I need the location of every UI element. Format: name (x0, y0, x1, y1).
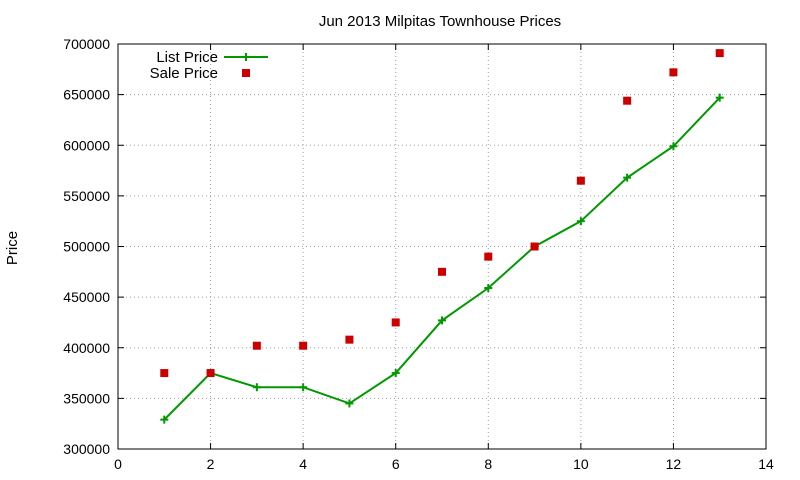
sale-price-point (391, 318, 400, 327)
sale-price-point (206, 369, 215, 378)
y-tick-label: 350000 (63, 390, 110, 406)
y-tick-label: 550000 (63, 188, 110, 204)
y-tick-label: 450000 (63, 289, 110, 305)
list-price-point (252, 383, 261, 392)
x-tick-label: 8 (484, 456, 492, 472)
sale-price-point (530, 242, 539, 251)
chart-title: Jun 2013 Milpitas Townhouse Prices (319, 13, 561, 30)
sale-price-point (484, 252, 493, 261)
list-price-point (669, 142, 678, 151)
list-price-point (160, 415, 169, 424)
legend-label-list-price: List Price (156, 49, 218, 66)
x-tick-label: 2 (207, 456, 215, 472)
list-price-point (484, 284, 493, 293)
series-layer (160, 49, 724, 424)
sale-price-point (160, 369, 169, 378)
legend-marker-sale-price (242, 69, 250, 77)
sale-price-point (715, 49, 724, 58)
y-tick-label: 500000 (63, 239, 110, 255)
y-tick-label: 400000 (63, 340, 110, 356)
y-tick-label: 650000 (63, 87, 110, 103)
sale-price-point (299, 341, 308, 350)
y-axis-label: Price (4, 231, 21, 265)
list-price-point (299, 383, 308, 392)
y-tick-label: 700000 (63, 36, 110, 52)
sale-price-point (576, 176, 585, 185)
grid (118, 44, 766, 449)
list-price-point (345, 399, 354, 408)
x-tick-label: 12 (666, 456, 682, 472)
legend-label-sale-price: Sale Price (150, 65, 218, 82)
axis-ticks: 0 2 4 6 8 10 12 14 300000 350000 400000 450000 50000… (63, 36, 774, 472)
x-tick-label: 0 (114, 456, 122, 472)
y-tick-label: 600000 (63, 137, 110, 153)
y-tick-label: 300000 (63, 441, 110, 457)
list-price-point (623, 173, 632, 182)
sale-price-point (623, 96, 632, 105)
legend-marker-list-price (242, 53, 250, 61)
x-tick-label: 14 (758, 456, 774, 472)
sale-price-point (252, 341, 261, 350)
plot-border (117, 43, 767, 450)
list-price-point (438, 316, 446, 325)
x-tick-label: 10 (573, 456, 589, 472)
list-price-line (163, 96, 721, 421)
list-price-point (576, 217, 585, 226)
x-tick-label: 4 (299, 456, 307, 472)
sale-price-point (438, 267, 446, 276)
sale-price-point (669, 68, 678, 77)
x-tick-label: 6 (392, 456, 400, 472)
sale-price-point (345, 335, 354, 344)
list-price-point (391, 369, 400, 378)
list-price-point (715, 93, 724, 102)
